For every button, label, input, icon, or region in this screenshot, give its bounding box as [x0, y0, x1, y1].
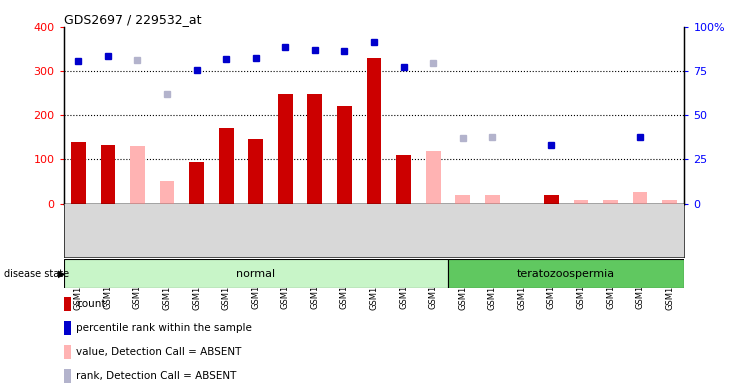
Bar — [64, 259, 448, 288]
Bar — [367, 58, 381, 204]
Text: count: count — [76, 299, 105, 309]
Bar — [337, 106, 352, 204]
Bar — [248, 139, 263, 204]
Bar — [448, 259, 684, 288]
Text: teratozoospermia: teratozoospermia — [517, 268, 615, 279]
Text: value, Detection Call = ABSENT: value, Detection Call = ABSENT — [76, 347, 242, 357]
Bar — [64, 369, 71, 382]
Bar — [130, 146, 145, 204]
Bar — [396, 155, 411, 204]
Bar — [64, 345, 71, 359]
Bar — [218, 128, 233, 204]
Text: rank, Detection Call = ABSENT: rank, Detection Call = ABSENT — [76, 371, 236, 381]
Text: ▶: ▶ — [58, 268, 65, 279]
Text: GDS2697 / 229532_at: GDS2697 / 229532_at — [64, 13, 201, 26]
Bar — [485, 195, 500, 204]
Bar — [603, 200, 618, 204]
Bar — [189, 162, 204, 204]
Bar — [574, 200, 589, 204]
Bar — [456, 195, 470, 204]
Bar — [64, 297, 71, 311]
Bar — [64, 321, 71, 334]
Bar — [544, 195, 559, 204]
Text: normal: normal — [236, 268, 275, 279]
Bar — [71, 142, 86, 204]
Text: percentile rank within the sample: percentile rank within the sample — [76, 323, 252, 333]
Bar — [426, 151, 441, 204]
Text: disease state: disease state — [4, 268, 69, 279]
Bar — [100, 145, 115, 204]
Bar — [307, 94, 322, 204]
Bar — [633, 192, 648, 204]
Bar — [662, 200, 677, 204]
Bar — [278, 94, 292, 204]
Bar — [159, 182, 174, 204]
